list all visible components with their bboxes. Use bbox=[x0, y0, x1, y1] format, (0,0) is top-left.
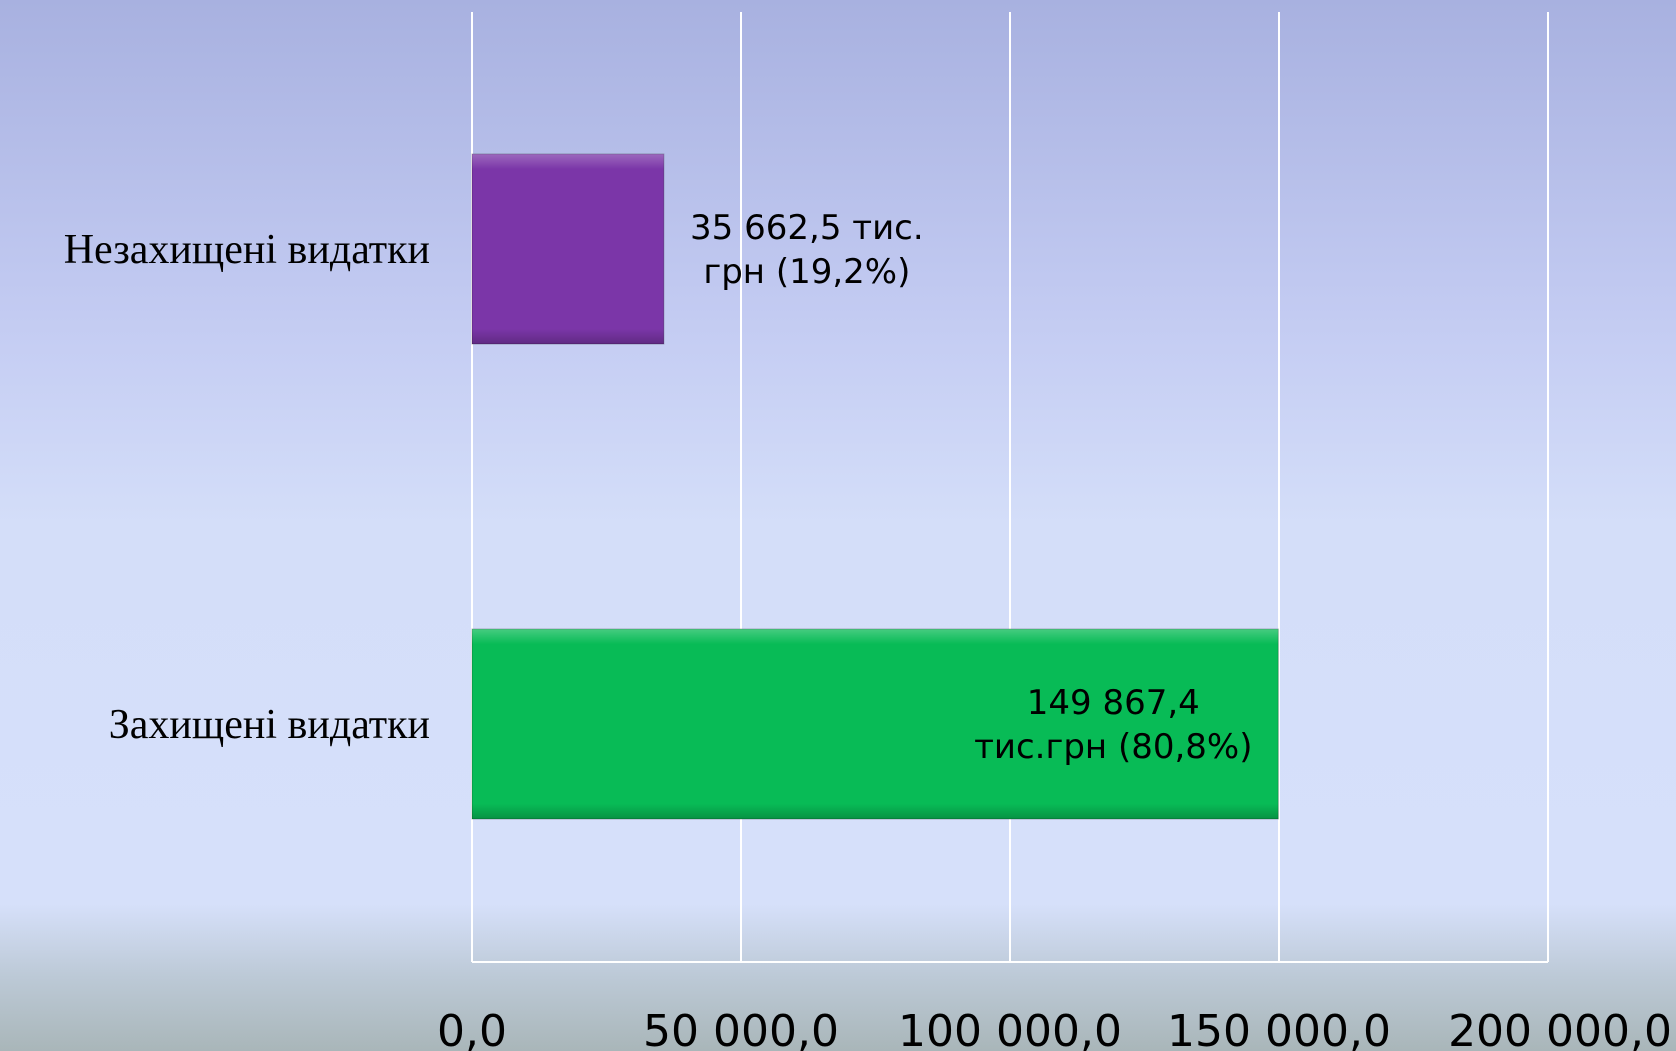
x-tick-label-2: 100 000,0 bbox=[898, 1006, 1122, 1051]
data-label-1-line-0: 149 867,4 bbox=[1027, 683, 1200, 723]
x-tick-label-1: 50 000,0 bbox=[643, 1006, 839, 1051]
data-label-0-line-0: 35 662,5 тис. bbox=[690, 208, 924, 248]
category-label-1: Захищені видатки bbox=[109, 702, 430, 748]
x-axis-tick-labels: 0,0 50 000,0 100 000,0 150 000,0 200 000,0 bbox=[437, 1006, 1672, 1051]
category-labels: Незахищені видатки Захищені видатки bbox=[64, 227, 430, 748]
category-label-0: Незахищені видатки bbox=[64, 227, 430, 273]
bar-0 bbox=[471, 153, 665, 345]
bar-shade-1 bbox=[472, 629, 1279, 819]
data-label-1-line-1: тис.грн (80,8%) bbox=[974, 727, 1252, 767]
x-tick-label-0: 0,0 bbox=[437, 1006, 507, 1051]
x-tick-label-3: 150 000,0 bbox=[1167, 1006, 1391, 1051]
bar-1 bbox=[471, 628, 1279, 820]
x-tick-label-4: 200 000,0 bbox=[1448, 1006, 1672, 1051]
bars bbox=[471, 153, 1279, 820]
data-labels: 35 662,5 тис.грн (19,2%) 149 867,4тис.грн… bbox=[690, 208, 1252, 767]
bar-shade-0 bbox=[472, 154, 664, 344]
data-label-0-line-1: грн (19,2%) bbox=[703, 252, 910, 292]
